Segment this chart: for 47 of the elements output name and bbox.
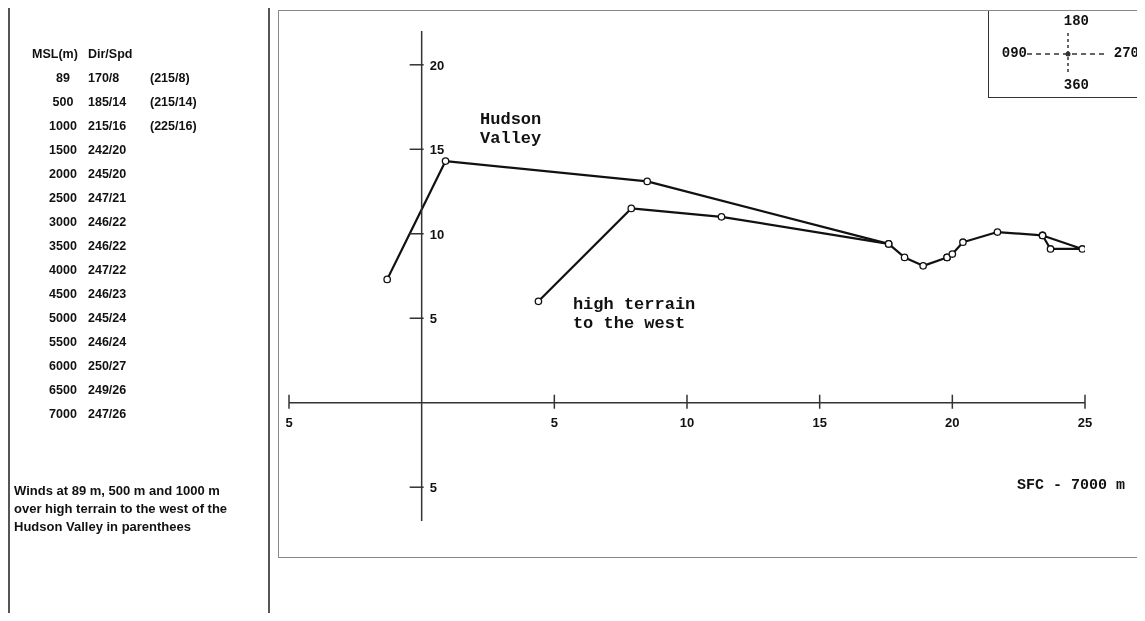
text: Winds at 89 m, 500 m and 1000 m over high terrain to the west of the Hudson Valley in parenthees (14, 482, 229, 536)
point (993, 228, 1002, 236)
text: 180 (1063, 13, 1089, 30)
text: 7000 247/26 (48, 406, 128, 423)
text: 6000 250/27 (48, 358, 128, 375)
annotation: 360 (1063, 77, 1089, 94)
series-label: Hudson Valley (480, 110, 543, 149)
text: 89 170/8 (215/8) (56, 71, 190, 85)
text: 500 185/14 (215/14) (52, 95, 197, 109)
point (1046, 245, 1055, 253)
point (534, 297, 543, 306)
text: 4000 247/22 (48, 262, 128, 279)
point (1078, 245, 1085, 253)
y-tick-label: 20 (429, 57, 445, 73)
x-tick-label: 15 (812, 414, 827, 430)
point (919, 262, 927, 270)
y-tick-label: 5 (429, 311, 437, 327)
x-tick-label: 5 (550, 414, 558, 430)
point (383, 275, 392, 284)
text: MSL(m) Dir/Spd (32, 46, 134, 63)
point (643, 177, 652, 186)
y-tick-label: 15 (429, 142, 445, 158)
y-tick-label: 5 (429, 480, 437, 496)
text: 2000 245/20 (48, 166, 128, 183)
point (948, 250, 957, 258)
x-tick-label: 10 (679, 414, 695, 430)
series-label: high terrain to the west (572, 294, 697, 333)
text: 3000 246/22 (48, 214, 128, 231)
annotation: 090 (1001, 45, 1027, 62)
text: 3500 246/22 (48, 238, 128, 255)
x-tick-label: 20 (945, 414, 960, 430)
text: 1500 242/20 (48, 142, 128, 159)
text: 5000 245/24 (48, 310, 128, 327)
text: 6500 249/26 (48, 382, 128, 399)
text: 2500 247/21 (48, 190, 128, 207)
point (959, 238, 967, 247)
text: 1000 215/16 (225/16) (49, 119, 197, 133)
text: 4500 246/23 (48, 286, 128, 303)
x-tick-label: 5 (285, 414, 293, 430)
x-tick-label: 25 (1077, 414, 1093, 430)
point (627, 204, 636, 213)
text: 5500 246/24 (48, 334, 128, 351)
point (900, 253, 909, 262)
point (717, 213, 726, 221)
annotation: SFC - 7000 m (1016, 477, 1125, 495)
point (441, 157, 450, 165)
y-tick-label: 10 (429, 226, 445, 242)
